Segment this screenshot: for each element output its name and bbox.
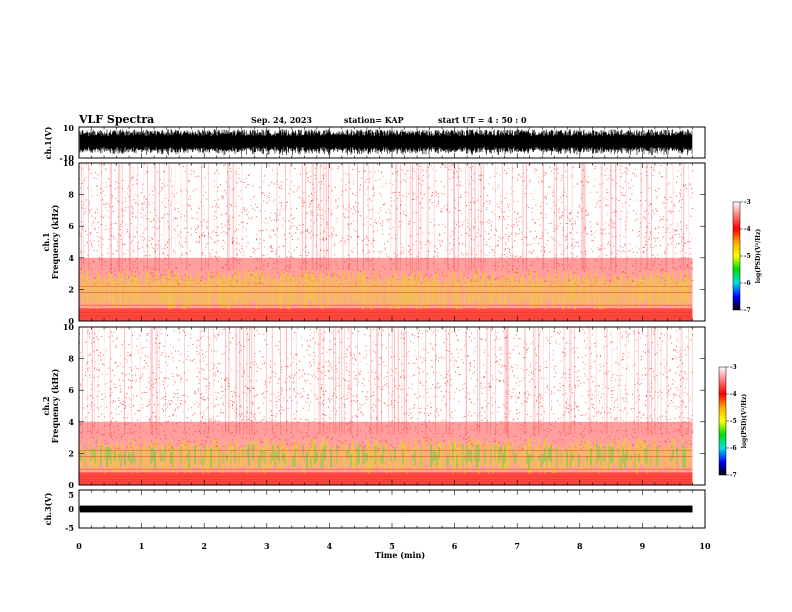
station-label: station= KAP (344, 115, 404, 125)
ch1-colorbar-ticks: -3 -4 -5 -6 -7 (740, 199, 751, 314)
ch1-colorbar-label: log(PSD)(V²/Hz) (755, 229, 762, 284)
time-tick-label: 1 (139, 541, 145, 551)
colorbar-tick-label: -5 (744, 253, 751, 260)
ch1-waveform-trace (79, 129, 693, 156)
time-axis-label: Time (min) (375, 550, 425, 560)
freq-tick-label: 2 (68, 448, 74, 458)
time-tick-label: 5 (389, 541, 395, 551)
colorbar-tick-label: -4 (730, 391, 737, 398)
colorbar-tick-label: -4 (744, 226, 751, 233)
ch1-spectrogram-image (78, 163, 694, 321)
ch2-yticks: 0 2 4 6 8 10 (63, 322, 705, 490)
figure-title: VLF Spectra (78, 113, 154, 126)
freq-tick-label: 8 (68, 190, 74, 200)
time-tick-label: 9 (640, 541, 646, 551)
date-label: Sep. 24, 2023 (251, 115, 312, 125)
time-tick-label: 4 (327, 541, 333, 551)
ch3-waveform-panel: 5 0 -5 ch.3(V) (43, 489, 706, 533)
ch1-waveform-panel: 10 -10 ch.1(V) (43, 123, 706, 163)
colorbar-tick-label: -6 (730, 445, 737, 452)
ch2-colorbar-label: log(PSD)(V²/Hz) (741, 394, 748, 449)
time-axis-tick-labels: 0 1 2 3 4 5 6 7 8 9 10 (76, 541, 711, 551)
colorbar-tick-label: -5 (730, 418, 737, 425)
time-tick-label: 10 (699, 541, 711, 551)
ch2-spec-ylabel-1: ch.2 (41, 396, 51, 415)
freq-tick-label: 6 (68, 221, 74, 231)
ch2-colorbar (718, 366, 727, 476)
colorbar-tick-label: -3 (730, 364, 737, 371)
ch1-colorbar (732, 201, 741, 311)
ch3-ytick-mid: 0 (68, 504, 74, 514)
ch3-waveform-trace (79, 505, 693, 513)
colorbar-tick-label: -3 (744, 199, 751, 206)
ch2-spec-ylabel-2: Frequency (kHz) (50, 368, 60, 443)
ch1-spec-ylabel-2: Frequency (kHz) (50, 204, 60, 279)
colorbar-tick-label: -7 (730, 472, 737, 479)
freq-tick-label: 0 (68, 316, 74, 326)
ch3-ytick-top: 5 (68, 490, 74, 500)
freq-tick-label: 0 (68, 480, 74, 490)
ch1-ytick-bottom: -10 (60, 153, 75, 163)
freq-tick-label: 8 (68, 354, 74, 364)
ch2-colorbar-ticks: -3 -4 -5 -6 -7 (726, 364, 737, 479)
time-tick-label: 2 (201, 541, 207, 551)
time-tick-label: 0 (76, 541, 82, 551)
time-tick-label: 8 (577, 541, 583, 551)
ch3-ytick-bottom: -5 (65, 523, 74, 533)
time-tick-label: 7 (514, 541, 520, 551)
colorbar-tick-label: -6 (744, 280, 751, 287)
ch1-ylabel: ch.1(V) (43, 126, 53, 159)
ch2-spectrogram-image (78, 327, 694, 485)
time-tick-label: 3 (264, 541, 270, 551)
freq-tick-label: 10 (63, 322, 75, 332)
freq-tick-label: 2 (68, 284, 74, 294)
colorbar-tick-label: -7 (744, 307, 751, 314)
freq-tick-label: 6 (68, 385, 74, 395)
ch1-ytick-top: 10 (63, 123, 75, 133)
freq-tick-label: 4 (68, 253, 74, 263)
time-tick-label: 6 (452, 541, 458, 551)
start-time-label: start UT = 4 : 50 : 0 (438, 115, 527, 125)
ch3-ylabel: ch.3(V) (43, 492, 53, 525)
freq-tick-label: 4 (68, 417, 74, 427)
time-axis-ticks (78, 127, 706, 528)
ch1-spec-ylabel-1: ch.1 (41, 232, 51, 251)
ch1-yticks: 0 2 4 6 8 10 (63, 158, 705, 326)
freq-tick-label: 10 (63, 158, 75, 168)
